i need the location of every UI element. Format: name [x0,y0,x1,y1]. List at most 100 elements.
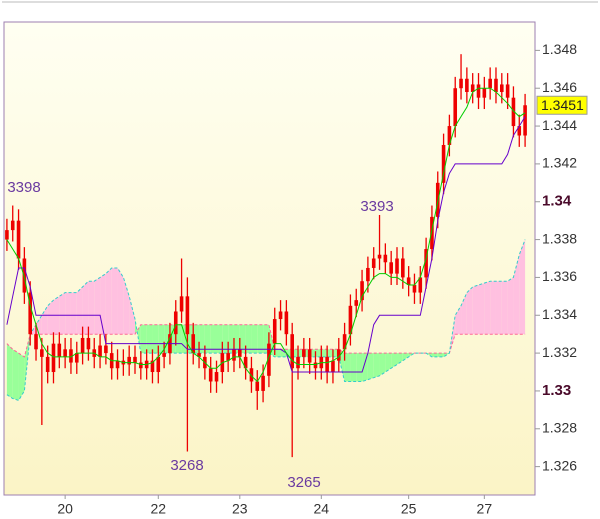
candle-body [133,356,137,363]
candle-body [523,105,527,136]
x-tick-label: 20 [57,501,73,517]
cloud [257,324,264,354]
candle-body [255,381,260,391]
candle-body [34,334,38,350]
candle-body [284,311,289,335]
candle-body [511,97,516,127]
candle-body [424,249,428,278]
cloud [100,273,106,335]
candle-body [470,84,475,93]
cloud [70,292,77,335]
cloud [321,349,328,357]
y-tick-label: 1.338 [542,230,577,246]
cloud [379,353,386,376]
candle-body [278,311,283,320]
candle-body [336,349,341,361]
candle-body [418,277,423,293]
cloud [373,353,380,378]
candle-body [5,230,9,240]
cloud [216,324,223,354]
cloud [117,267,124,335]
cloud [18,353,25,401]
y-tick-label: 1.334 [542,306,577,322]
candle-body [395,258,399,274]
candle-body [459,78,463,89]
candle-body [226,353,230,361]
cloud [484,281,491,335]
cloud [501,281,508,335]
cloud [402,353,409,361]
candle-body [115,360,120,369]
cloud [391,353,397,369]
cloud [274,349,281,357]
cloud [350,353,357,382]
cloud [146,324,153,354]
candle-body [488,78,492,89]
x-tick-label: 23 [232,501,248,517]
cloud [245,324,252,354]
candle-body [313,362,318,369]
candle-body [360,281,364,301]
x-tick-label: 24 [314,501,330,517]
cloud [12,349,19,401]
kijun-line [6,116,526,373]
annotation: 3393 [360,198,393,215]
candle-body [191,334,196,354]
candle-body [302,349,306,357]
cloud [210,324,217,354]
candle-body [430,216,434,250]
last-price-label: 1.3451 [541,97,584,113]
y-tick-label: 1.332 [542,344,577,360]
cloud [65,292,71,335]
tenkan-line [6,87,526,383]
candle-body [156,356,161,373]
candle-body [51,343,56,373]
x-tick-label: 25 [401,501,417,517]
y-tick-label: 1.344 [542,117,577,133]
candle-body [69,349,73,363]
y-tick-label: 1.328 [542,419,577,435]
cloud [466,286,473,335]
cloud [158,324,165,354]
cloud [123,277,130,335]
last-price-box [536,95,588,115]
candle-body [296,356,300,369]
candle-body [383,254,388,263]
candle-body [348,305,353,335]
candle-body [238,349,242,357]
cloud [472,284,479,335]
cloud [327,349,333,357]
cloud [233,324,240,354]
candle-body [517,126,522,136]
plot-border [3,21,536,496]
candle-body [185,296,190,335]
cloud [76,286,83,335]
y-tick-label: 1.336 [542,268,577,284]
cloud [367,353,374,380]
candle-body [465,78,469,93]
cloud [88,281,95,335]
candle-body [197,353,201,357]
candle-body [139,362,143,369]
candle-body [22,258,27,293]
candle-body [208,368,213,382]
candle-body [325,356,329,373]
candle-body [366,267,370,282]
cloud [495,281,502,335]
cloud [519,239,526,335]
candle-body [57,343,62,357]
candle-body [290,334,294,369]
candle-body [28,292,32,335]
cloud [140,324,147,354]
y-tick-label: 1.342 [542,155,577,171]
cloud [490,281,496,335]
candle-body [243,356,248,369]
candle-body [16,220,21,259]
cloud [461,292,467,335]
candle-body [401,258,405,278]
candle-body [162,353,166,357]
candle-body [331,360,335,373]
y-tick-label: 1.346 [542,79,577,95]
